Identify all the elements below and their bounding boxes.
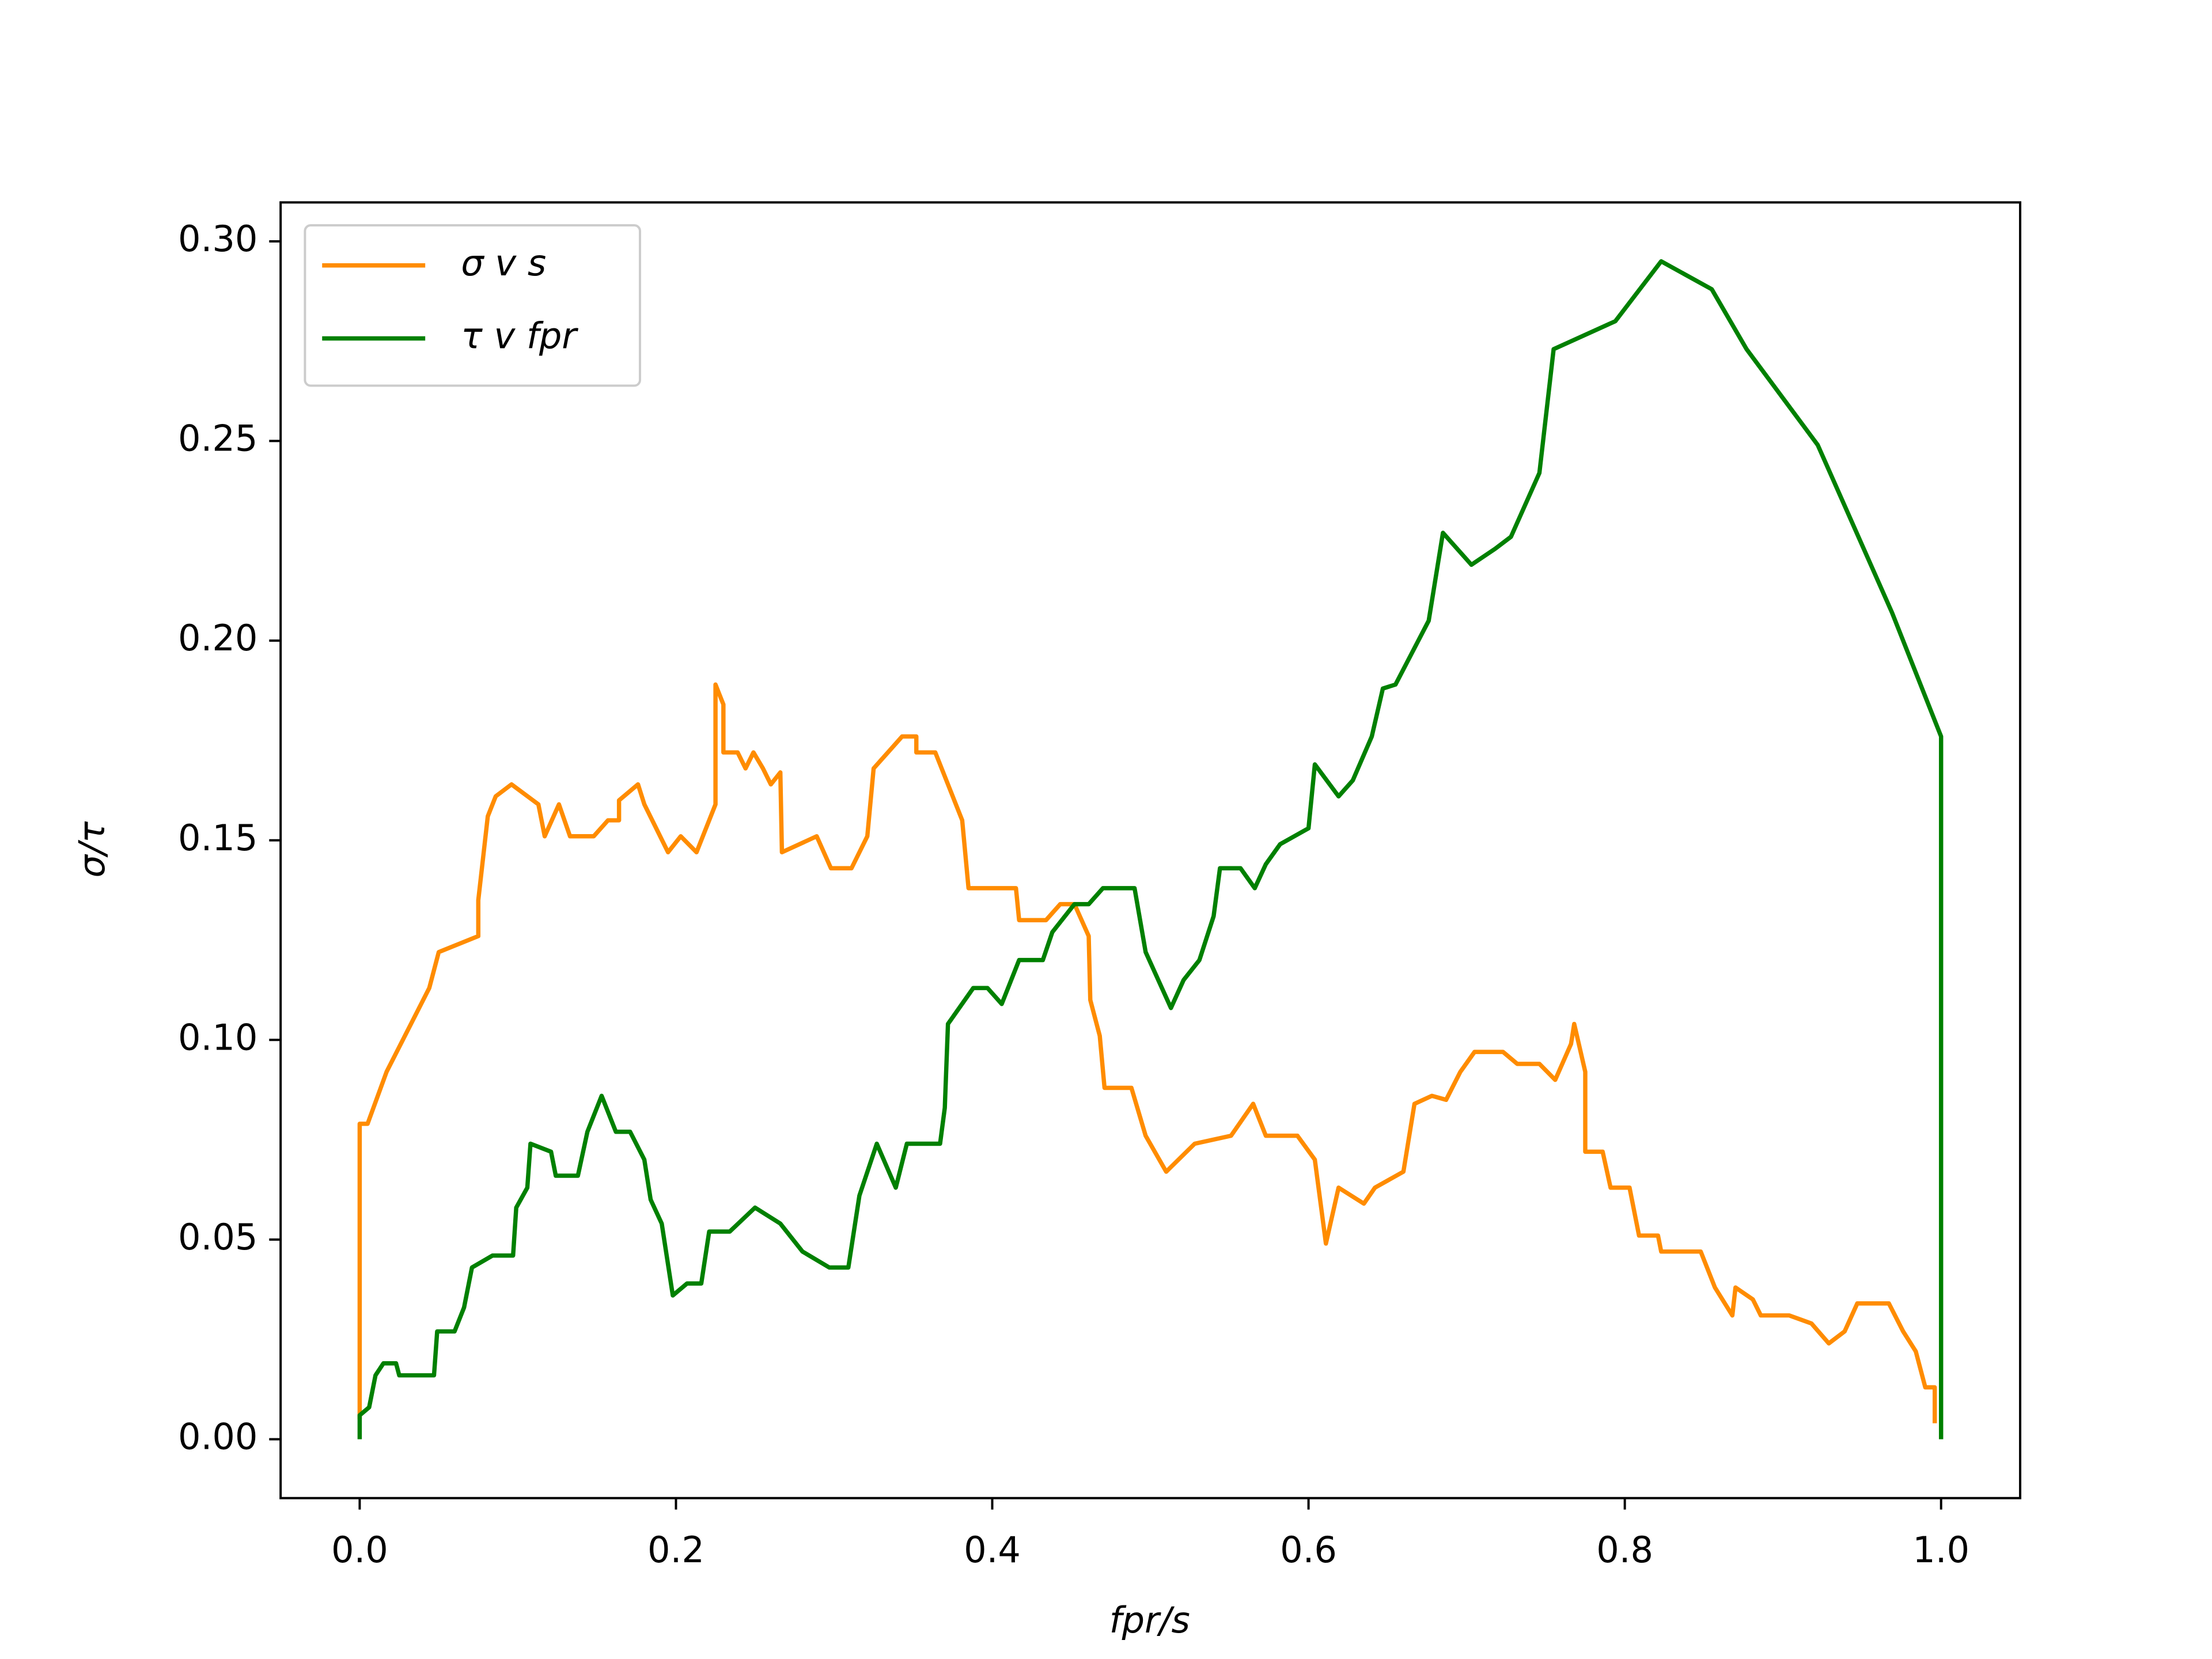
y-tick-label: 0.20 [178,617,257,659]
series-line [357,259,1944,1440]
x-tick-label: 0.0 [331,1529,388,1571]
plot-frame [279,201,2021,1499]
x-tick-label: 0.8 [1596,1529,1653,1571]
legend-label: τ v fpr [461,315,578,357]
y-tick-label: 0.25 [178,418,257,460]
x-axis-label: fpr/s [1109,1599,1190,1641]
y-tick-label: 0.30 [178,218,257,260]
y-tick-label: 0.05 [178,1216,257,1258]
x-tick-label: 1.0 [1912,1529,1969,1571]
y-tick-label: 0.00 [178,1416,257,1458]
y-tick-label: 0.10 [178,1016,257,1058]
x-tick-label: 0.4 [964,1529,1021,1571]
series-line [357,682,1937,1423]
y-axis-label: σ/τ [71,821,113,877]
x-tick-label: 0.6 [1280,1529,1337,1571]
x-tick-label: 0.2 [647,1529,704,1571]
y-tick-label: 0.15 [178,817,257,859]
legend-label: σ v s [461,242,546,284]
